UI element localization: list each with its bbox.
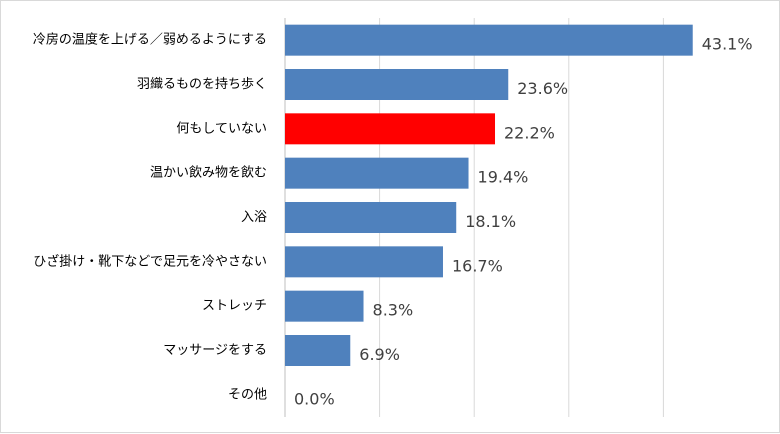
bar xyxy=(285,157,469,189)
bar xyxy=(285,202,457,233)
data-label: 8.3% xyxy=(373,301,414,320)
category-label: 羽織るものを持ち歩く xyxy=(137,77,267,92)
data-label: 0.0% xyxy=(294,389,335,408)
bar xyxy=(285,24,693,56)
value-labels: 43.1% 23.6% 22.2% 19.4% 18.1% 16.7% 8.3% 6.9% 0.… xyxy=(294,35,753,409)
bar xyxy=(285,335,351,366)
data-label: 23.6% xyxy=(517,79,568,98)
category-label: マッサージをする xyxy=(163,343,267,358)
category-label: 何もしていない xyxy=(176,120,267,136)
data-label: 16.7% xyxy=(452,256,503,275)
category-label: 入浴 xyxy=(241,210,267,225)
data-label: 18.1% xyxy=(465,212,516,231)
category-label: ひざ掛け・靴下などで足元を冷やさない xyxy=(33,253,267,269)
data-label: 19.4% xyxy=(478,168,529,187)
category-label: 温かい飲み物を飲む xyxy=(150,165,267,181)
bar xyxy=(285,69,509,100)
category-label: 冷房の温度を上げる／弱めるようにする xyxy=(33,32,267,48)
data-label: 6.9% xyxy=(359,345,400,364)
bar xyxy=(285,113,496,145)
bar xyxy=(285,290,364,322)
bar xyxy=(285,246,443,278)
category-label: ストレッチ xyxy=(202,299,267,314)
data-label: 43.1% xyxy=(702,35,753,54)
category-label: その他 xyxy=(228,387,267,402)
category-labels: 冷房の温度を上げる／弱めるようにする羽織るものを持ち歩く何もしていない温かい飲み… xyxy=(33,32,267,403)
bars xyxy=(285,24,693,366)
data-label: 22.2% xyxy=(504,123,555,142)
